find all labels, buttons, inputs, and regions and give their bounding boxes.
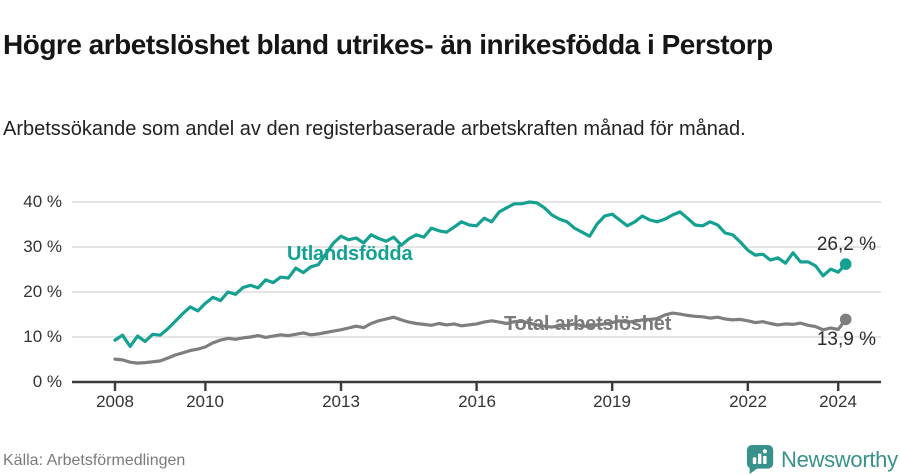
- line-series-0: [113, 200, 848, 348]
- x-tick-label-2024: 2024: [819, 392, 857, 411]
- end-dot-series-0: [839, 258, 852, 270]
- x-tick-label-2008: 2008: [96, 392, 134, 411]
- x-tick-label-2013: 2013: [322, 392, 360, 411]
- source-credit: Källa: Arbetsförmedlingen: [3, 452, 186, 469]
- series-label-utlandsfodda: Utlandsfödda: [287, 243, 413, 265]
- line-series-1: [113, 311, 848, 365]
- end-value-label-total: 13,9 %: [816, 329, 876, 350]
- y-tick-label-0: 0 %: [32, 372, 62, 391]
- page-subtitle: Arbetssökande som andel av den registerb…: [3, 118, 746, 140]
- end-dot-series-1: [839, 313, 852, 326]
- series-label-total-arbetsloshet: Total arbetslöshet: [504, 313, 672, 335]
- y-tick-label-30: 30 %: [23, 237, 62, 256]
- y-tick-label-40: 40 %: [23, 192, 62, 211]
- page-title: Högre arbetslöshet bland utrikes- än inr…: [3, 28, 773, 60]
- newsworthy-wordmark: Newsworthy: [781, 446, 898, 472]
- newsworthy-icon: [746, 445, 774, 474]
- y-tick-label-10: 10 %: [23, 327, 62, 346]
- x-tick-label-2016: 2016: [458, 392, 496, 411]
- x-tick-label-2010: 2010: [186, 392, 224, 411]
- y-tick-label-20: 20 %: [23, 282, 62, 301]
- end-value-label-utlandsfodda: 26,2 %: [816, 234, 876, 255]
- x-tick-label-2019: 2019: [593, 392, 631, 411]
- x-tick-label-2022: 2022: [729, 392, 767, 411]
- newsworthy-logo[interactable]: Newsworthy: [746, 444, 898, 475]
